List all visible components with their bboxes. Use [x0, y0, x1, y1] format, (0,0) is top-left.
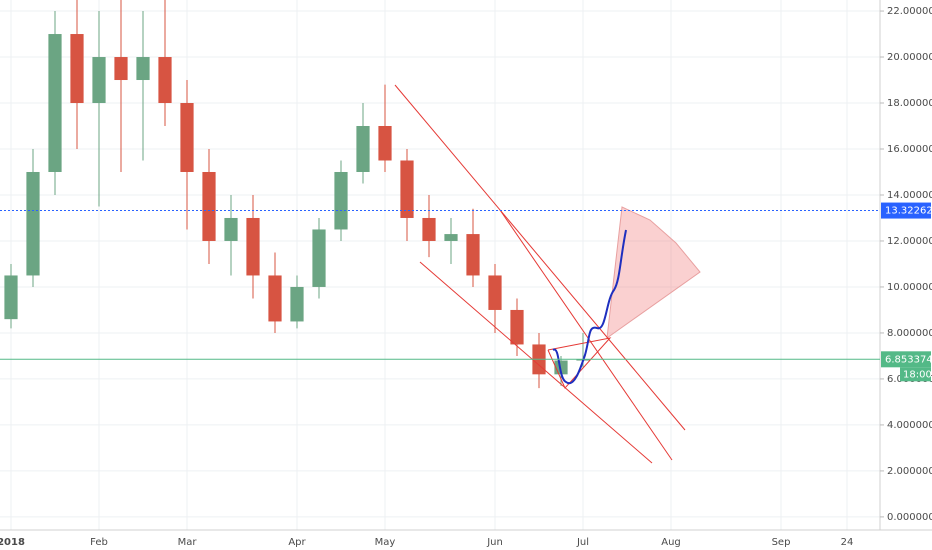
candle-body	[400, 160, 414, 218]
y-tick-label: 0.000000	[887, 512, 932, 523]
y-tick-label: 4.000000	[887, 420, 932, 431]
x-tick-label: 2018	[0, 537, 25, 548]
axes	[0, 0, 932, 531]
price-level-box	[881, 202, 931, 219]
y-tick-label: 20.000000	[887, 52, 932, 63]
x-tick-label: May	[375, 537, 396, 548]
candle-body	[510, 309, 524, 345]
x-tick-label: 24	[841, 537, 854, 548]
countdown-label: 18:00	[903, 369, 932, 380]
price-level-label: 6.853374	[885, 354, 932, 365]
projection-fan	[606, 206, 701, 340]
x-tick-label: Apr	[288, 537, 306, 548]
price-level-label: 13.322624	[885, 206, 932, 217]
candles	[4, 0, 590, 389]
x-tick-label: Aug	[661, 537, 681, 548]
candle-body	[378, 126, 392, 161]
y-tick-label: 14.000000	[887, 190, 932, 201]
candle-body	[158, 57, 172, 104]
candle-body	[202, 171, 216, 241]
y-tick-label: 12.000000	[887, 236, 932, 247]
x-tick-label: Sep	[772, 537, 791, 548]
projection-curve	[552, 229, 627, 385]
candle-body	[356, 126, 370, 172]
candle-body	[4, 275, 18, 320]
y-tick-label: 10.000000	[887, 282, 932, 293]
candle-body	[70, 34, 84, 104]
candle-body	[48, 34, 62, 172]
y-tick-label: 2.000000	[887, 466, 932, 477]
candle-body	[268, 275, 282, 322]
candle-body	[334, 171, 348, 230]
trend-line	[419, 261, 653, 464]
x-tick-label: Mar	[178, 537, 198, 548]
candle-body	[180, 103, 194, 172]
countdown-box	[900, 367, 931, 382]
candle-body	[92, 57, 106, 104]
y-tick-label: 8.000000	[887, 328, 932, 339]
y-tick-label: 16.000000	[887, 144, 932, 155]
price-level-box	[881, 351, 931, 368]
candle-body	[422, 217, 436, 241]
trend-line	[499, 209, 673, 461]
candle-body	[466, 234, 480, 276]
x-tick-label: Feb	[90, 537, 108, 548]
candle-body	[444, 234, 458, 241]
drawings	[394, 84, 701, 464]
y-tick-label: 22.000000	[887, 6, 932, 17]
trend-line	[394, 84, 686, 431]
y-tick-label: 18.000000	[887, 98, 932, 109]
candle-body	[312, 229, 326, 287]
triangle	[547, 337, 612, 389]
candle-body	[290, 286, 304, 322]
candle-body	[224, 217, 238, 241]
candle-body	[488, 275, 502, 310]
x-tick-label: Jul	[576, 537, 589, 548]
x-tick-label: Jun	[486, 537, 503, 548]
candle-body	[136, 57, 150, 81]
candle-body	[114, 57, 128, 81]
candle-body	[246, 217, 260, 276]
candle-body	[26, 171, 40, 276]
